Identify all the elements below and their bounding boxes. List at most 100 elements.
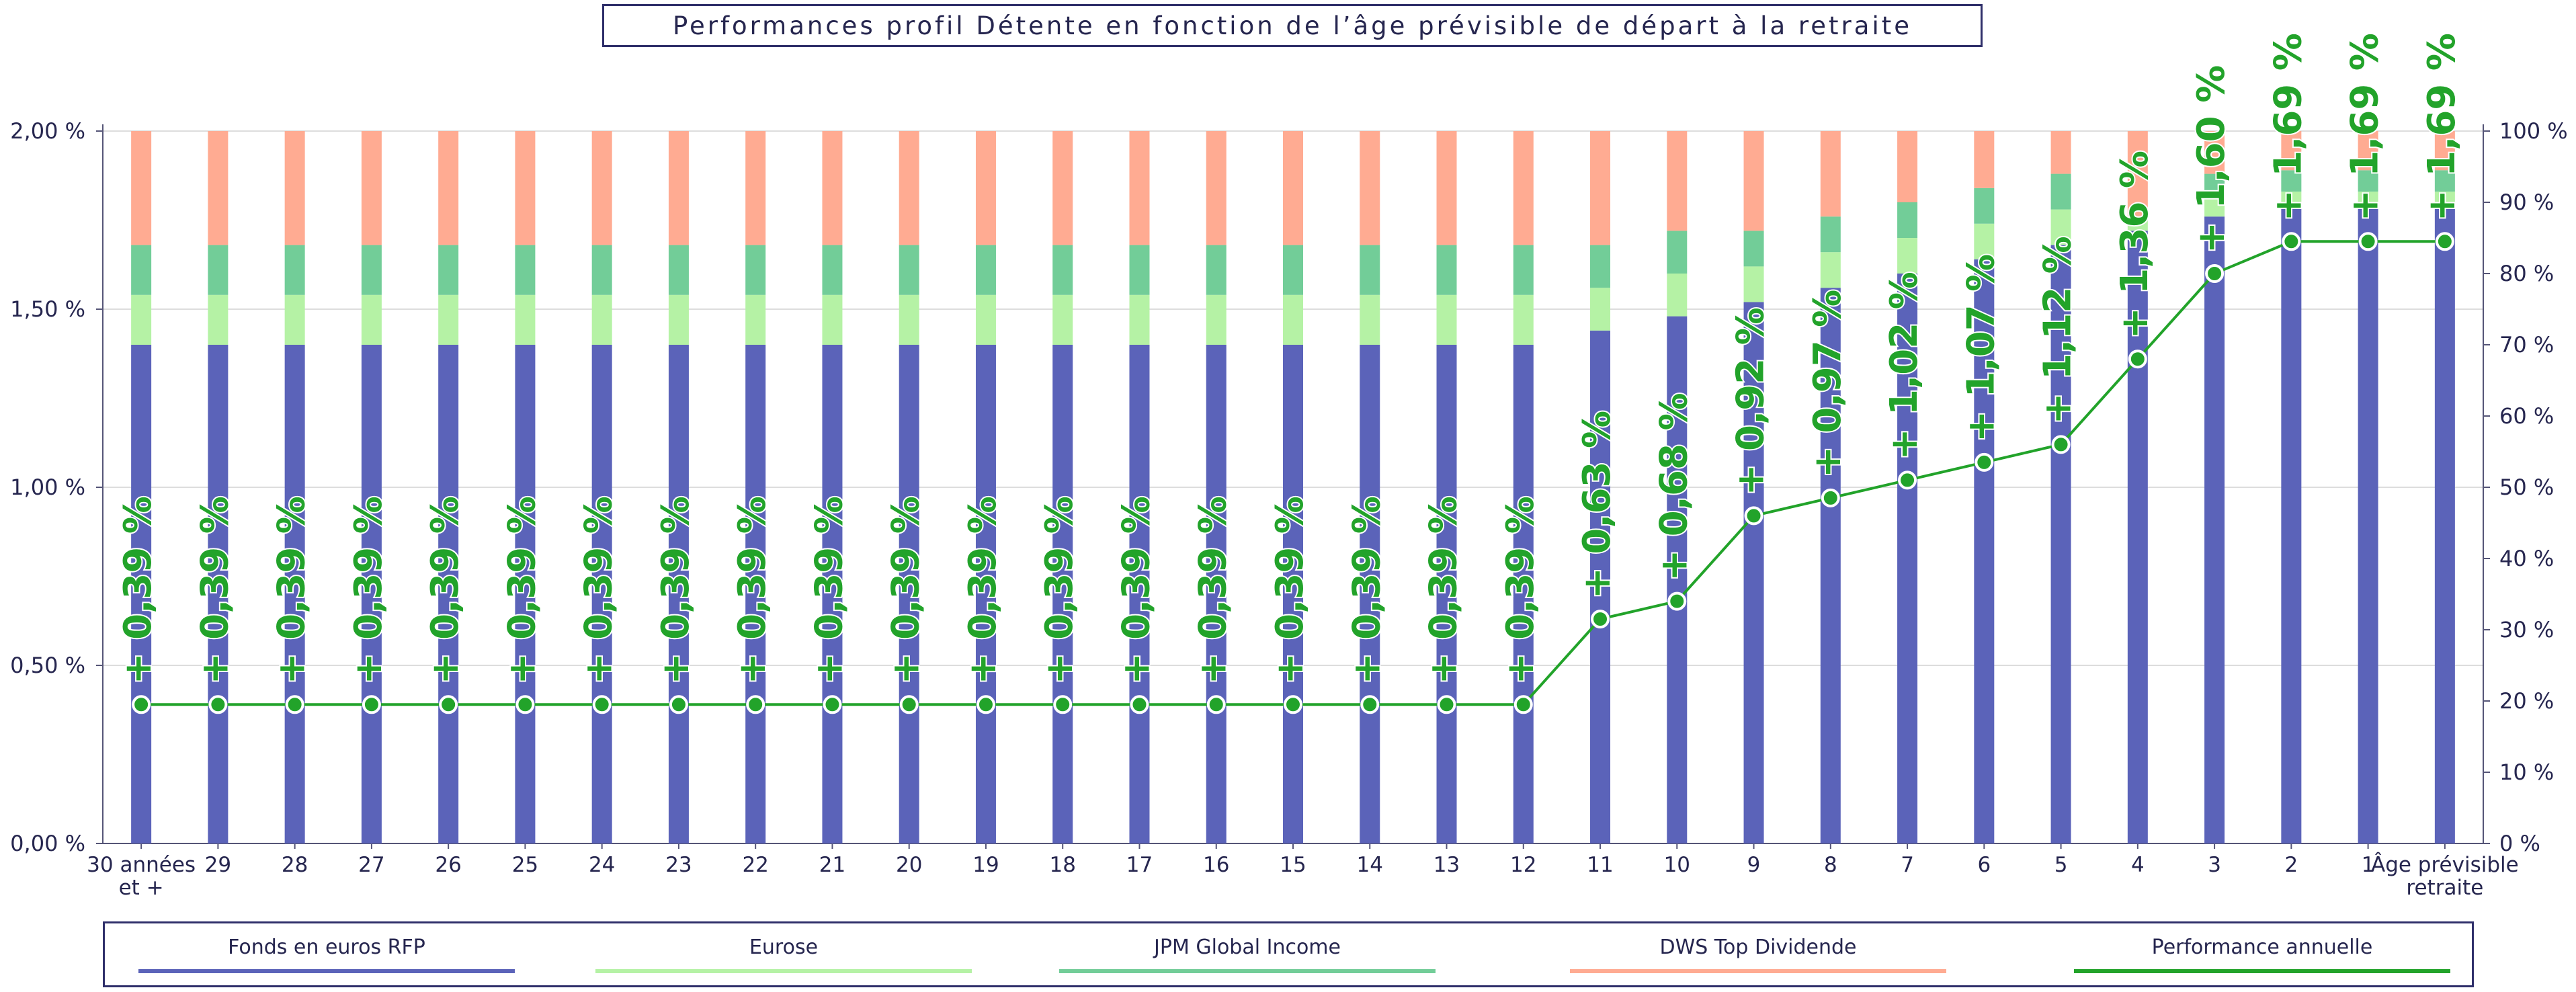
bar-dws-top-dividende bbox=[899, 131, 919, 245]
performance-point bbox=[439, 695, 458, 714]
bar-dws-top-dividende bbox=[2358, 131, 2378, 171]
bar-fonds-en-euros-rfp bbox=[1820, 288, 1841, 843]
performance-point bbox=[1053, 695, 1073, 714]
performance-data-label: + 1,69 % bbox=[2343, 33, 2387, 221]
bar-jpm-global-income bbox=[1974, 188, 1995, 224]
bar-jpm-global-income bbox=[1129, 245, 1150, 295]
x-axis-tick-label: 3 bbox=[2208, 853, 2221, 877]
bar-eurose bbox=[1436, 294, 1457, 345]
legend-item: JPM Global Income bbox=[1059, 923, 1436, 985]
x-axis-tick-label: 11 bbox=[1587, 853, 1613, 877]
bar-eurose bbox=[822, 294, 843, 345]
x-axis-tick-label: 8 bbox=[1824, 853, 1837, 877]
bar-jpm-global-income bbox=[2358, 170, 2378, 192]
bar-fonds-en-euros-rfp bbox=[2204, 216, 2225, 843]
performance-data-label: + 0,39 % bbox=[1345, 496, 1388, 684]
bar-dws-top-dividende bbox=[1974, 131, 1995, 188]
bar-fonds-en-euros-rfp bbox=[131, 345, 152, 843]
performance-data-label: + 1,69 % bbox=[2420, 33, 2464, 221]
x-axis-tick-label: 5 bbox=[2054, 853, 2068, 877]
bar-eurose bbox=[1129, 294, 1150, 345]
bar-jpm-global-income bbox=[1360, 245, 1380, 295]
performance-point bbox=[1975, 452, 1994, 472]
bar-fonds-en-euros-rfp bbox=[2050, 245, 2071, 844]
bar-eurose bbox=[1974, 223, 1995, 259]
bar-dws-top-dividende bbox=[208, 131, 228, 245]
bar-jpm-global-income bbox=[208, 245, 228, 295]
performance-data-label: + 0,39 % bbox=[731, 496, 774, 684]
bar-dws-top-dividende bbox=[2434, 131, 2455, 171]
bar-jpm-global-income bbox=[591, 245, 612, 295]
right-axis-tick-label: 100 % bbox=[2499, 118, 2568, 144]
bar-fonds-en-euros-rfp bbox=[1283, 345, 1303, 843]
performance-data-label: + 1,69 % bbox=[2266, 33, 2310, 221]
legend-swatch bbox=[2074, 969, 2450, 973]
performance-data-label: + 0,39 % bbox=[116, 496, 160, 684]
bar-eurose bbox=[1283, 294, 1303, 345]
left-axis-tick-label: 1,00 % bbox=[10, 474, 85, 500]
performance-point bbox=[823, 695, 842, 714]
bar-eurose bbox=[284, 294, 305, 345]
performance-data-label: + 0,39 % bbox=[1114, 496, 1158, 684]
bar-eurose bbox=[1052, 294, 1073, 345]
bar-jpm-global-income bbox=[2434, 170, 2455, 192]
bar-jpm-global-income bbox=[1667, 231, 1688, 274]
bar-eurose bbox=[208, 294, 228, 345]
bar-dws-top-dividende bbox=[1283, 131, 1303, 245]
legend-label: Performance annuelle bbox=[2151, 936, 2373, 959]
bar-fonds-en-euros-rfp bbox=[822, 345, 843, 843]
bar-fonds-en-euros-rfp bbox=[2358, 202, 2378, 843]
x-axis-tick-label: 15 bbox=[1280, 853, 1306, 877]
bar-fonds-en-euros-rfp bbox=[1974, 259, 1995, 843]
performance-point bbox=[362, 695, 381, 714]
bar-dws-top-dividende bbox=[2281, 131, 2302, 171]
x-axis-tick-label: 14 bbox=[1357, 853, 1383, 877]
legend-label: JPM Global Income bbox=[1154, 936, 1341, 959]
bar-dws-top-dividende bbox=[438, 131, 459, 245]
left-axis-tick-label: 0,50 % bbox=[10, 653, 85, 678]
performance-point bbox=[1206, 695, 1226, 714]
performance-point bbox=[1360, 695, 1380, 714]
bar-fonds-en-euros-rfp bbox=[1743, 302, 1764, 843]
bar-fonds-en-euros-rfp bbox=[515, 345, 536, 843]
performance-data-label: + 0,39 % bbox=[961, 496, 1005, 684]
performance-data-label: + 0,39 % bbox=[1268, 496, 1312, 684]
performance-point bbox=[2358, 232, 2378, 251]
x-axis-tick-label: 9 bbox=[1747, 853, 1761, 877]
performance-data-label: + 1,60 % bbox=[2190, 65, 2233, 253]
legend-swatch bbox=[595, 969, 972, 973]
right-axis-tick-label: 40 % bbox=[2499, 546, 2554, 571]
right-axis-tick-label: 10 % bbox=[2499, 759, 2554, 785]
x-axis-tick-label: 24 bbox=[589, 853, 615, 877]
right-axis-tick-label: 30 % bbox=[2499, 617, 2554, 643]
bar-dws-top-dividende bbox=[1436, 131, 1457, 245]
legend-swatch bbox=[1570, 969, 1946, 973]
performance-point bbox=[1437, 695, 1456, 714]
bar-eurose bbox=[745, 294, 766, 345]
bar-jpm-global-income bbox=[1743, 231, 1764, 267]
performance-data-label: + 1,12 % bbox=[2036, 236, 2080, 424]
bar-fonds-en-euros-rfp bbox=[284, 345, 305, 843]
performance-point bbox=[899, 695, 919, 714]
x-axis-tick-label: 27 bbox=[358, 853, 384, 877]
bar-jpm-global-income bbox=[2281, 170, 2302, 192]
x-axis-tick-label: 16 bbox=[1203, 853, 1229, 877]
performance-point bbox=[1898, 470, 1917, 490]
bar-fonds-en-euros-rfp bbox=[1129, 345, 1150, 843]
x-axis-tick-label: 23 bbox=[665, 853, 692, 877]
right-axis-tick-label: 70 % bbox=[2499, 332, 2554, 358]
x-axis-tick-label: 1 bbox=[2362, 853, 2375, 877]
performance-point bbox=[2128, 349, 2147, 369]
bar-eurose bbox=[1820, 252, 1841, 288]
x-axis-tick-label: 6 bbox=[1977, 853, 1991, 877]
chart-legend: Fonds en euros RFP Eurose JPM Global Incom… bbox=[103, 921, 2474, 987]
performance-data-label: + 0,68 % bbox=[1652, 392, 1696, 581]
performance-point bbox=[1591, 610, 1610, 629]
performance-point bbox=[1667, 591, 1687, 611]
performance-data-label: + 0,39 % bbox=[577, 496, 621, 684]
performance-data-label: + 0,39 % bbox=[423, 496, 467, 684]
performance-point bbox=[746, 695, 765, 714]
bar-eurose bbox=[1360, 294, 1380, 345]
right-axis-tick-label: 50 % bbox=[2499, 474, 2554, 500]
performance-data-label: + 0,39 % bbox=[654, 496, 698, 684]
